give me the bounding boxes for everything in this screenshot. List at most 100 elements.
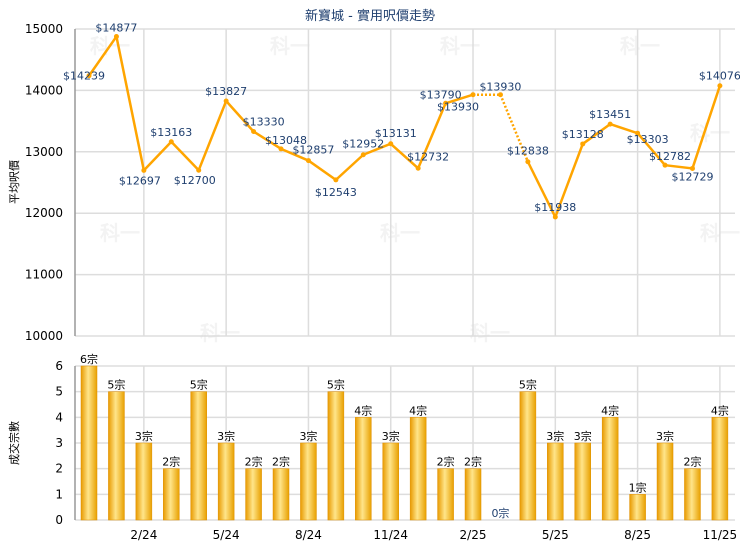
data-label: $11938 <box>534 201 576 214</box>
line-segment <box>87 35 118 77</box>
bar <box>217 442 235 521</box>
x-tick-label: 2/24 <box>130 528 157 542</box>
x-tick-label: 2/25 <box>460 528 487 542</box>
line-segment <box>280 147 309 162</box>
bar <box>464 468 482 521</box>
watermark: 科一 <box>200 321 240 345</box>
data-point <box>141 167 147 173</box>
data-label: $14239 <box>63 70 105 83</box>
data-label: $12700 <box>174 174 216 187</box>
data-label: $13827 <box>205 85 247 98</box>
x-tick-label: 5/24 <box>213 528 240 542</box>
data-label: $12543 <box>315 186 357 199</box>
line-segment <box>115 36 146 171</box>
line-segment <box>170 140 200 172</box>
bar-label: 3宗 <box>135 429 153 443</box>
y-tick-label: 13000 <box>25 145 63 159</box>
watermark: 科一 <box>100 221 140 245</box>
data-label: $13163 <box>150 126 192 139</box>
bar-y-axis-label: 成交宗數 <box>7 421 21 465</box>
data-label: $13131 <box>375 127 417 140</box>
x-tick-label: 8/25 <box>624 528 651 542</box>
data-label: $13048 <box>265 134 307 147</box>
bar-label: 2宗 <box>464 455 482 469</box>
y-tick-label: 12000 <box>25 206 63 220</box>
data-point <box>223 98 229 104</box>
y-tick-label: 3 <box>55 436 63 450</box>
data-label: $14877 <box>95 22 137 35</box>
bar-label: 3宗 <box>546 429 564 443</box>
bar-label: 2宗 <box>683 455 701 469</box>
data-label: $12952 <box>342 138 384 151</box>
bar-label: 5宗 <box>190 378 208 392</box>
x-tick-label: 5/25 <box>542 528 569 542</box>
data-point <box>86 73 92 79</box>
data-label: $12697 <box>119 174 161 187</box>
data-point <box>635 130 641 136</box>
data-point <box>360 152 366 158</box>
x-tick-label: 8/24 <box>295 528 322 542</box>
bar <box>409 417 427 521</box>
data-label: $12782 <box>649 150 691 163</box>
bar <box>601 417 619 521</box>
y-tick-label: 15000 <box>25 22 63 36</box>
data-label: $13930 <box>437 101 479 114</box>
data-point <box>168 139 174 145</box>
data-label: $12838 <box>507 145 549 158</box>
y-tick-label: 10000 <box>25 329 63 343</box>
line-segment <box>636 132 666 166</box>
data-point <box>305 158 311 164</box>
data-point <box>388 141 394 147</box>
data-point <box>278 146 284 152</box>
data-point <box>717 83 723 89</box>
chart-title: 新寶城 - 實用呎價走勢 <box>305 8 435 24</box>
line-segment <box>582 123 611 145</box>
bar-label: 5宗 <box>519 378 537 392</box>
y-tick-label: 5 <box>55 385 63 399</box>
bar <box>574 442 591 521</box>
bar-label: 3宗 <box>656 429 674 443</box>
bar <box>108 391 125 521</box>
y-tick-label: 2 <box>55 462 63 476</box>
x-tick-label: 11/24 <box>373 528 408 542</box>
bar-label: 3宗 <box>574 429 592 443</box>
line-segment <box>252 130 282 150</box>
data-point <box>113 34 119 40</box>
y-tick-label: 14000 <box>25 83 63 97</box>
y-tick-label: 6 <box>55 359 63 373</box>
line-segment <box>664 163 693 170</box>
line-segment <box>609 122 638 135</box>
watermark: 科一 <box>620 34 660 58</box>
line-segment <box>197 100 228 171</box>
bar <box>272 468 290 521</box>
y-tick-label: 1 <box>55 487 63 501</box>
data-point <box>580 141 586 147</box>
watermark: 科一 <box>690 121 730 145</box>
bar-label: 4宗 <box>409 403 427 417</box>
bar <box>437 468 454 521</box>
line-segment <box>335 153 365 181</box>
bar-label: 2宗 <box>272 455 290 469</box>
bar <box>629 494 646 521</box>
bar <box>711 417 729 521</box>
data-point <box>443 100 449 106</box>
y-tick-label: 0 <box>55 513 63 527</box>
line-segment <box>225 100 255 133</box>
data-point <box>525 159 531 165</box>
bar <box>300 442 317 521</box>
bar-label: 1宗 <box>629 480 647 494</box>
data-label: $12857 <box>292 144 334 157</box>
data-label: $12732 <box>407 150 449 163</box>
watermark: 科一 <box>380 221 420 245</box>
line-segment <box>499 94 530 163</box>
line-segment <box>389 142 419 170</box>
data-point <box>689 165 695 171</box>
line-y-axis-label: 平均呎價 <box>7 160 21 204</box>
bar <box>135 442 153 521</box>
line-segment <box>445 93 474 105</box>
bar <box>684 468 701 521</box>
data-point <box>196 167 202 173</box>
data-label: $13128 <box>562 128 604 141</box>
line-segment <box>142 140 173 172</box>
bar-label: 4宗 <box>354 403 372 417</box>
